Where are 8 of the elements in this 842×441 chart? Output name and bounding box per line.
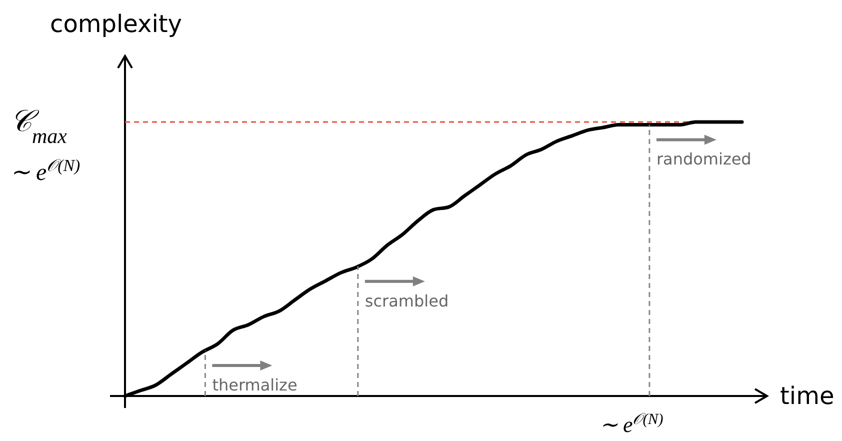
- x-axis-title: time: [780, 382, 834, 410]
- annotation: randomized: [656, 150, 752, 169]
- ref-line-label: 𝒞$_{max}$: [10, 105, 68, 148]
- y-axis-title: complexity: [50, 10, 182, 38]
- text: ∼ e$^{𝒪(N)}$: [10, 156, 80, 186]
- text: ∼ e$^{𝒪(N)}$: [599, 410, 664, 437]
- annotation: thermalize: [212, 376, 298, 395]
- annotation: scrambled: [364, 291, 449, 310]
